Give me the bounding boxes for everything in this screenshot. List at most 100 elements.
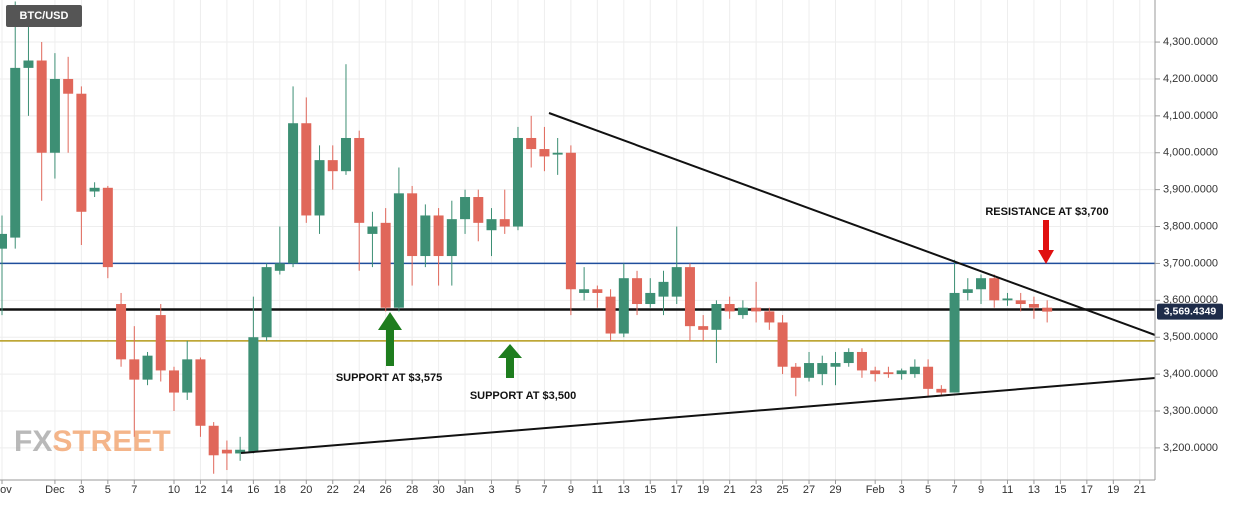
x-tick-label: 23	[750, 484, 762, 496]
x-tick-label: 26	[380, 484, 392, 496]
candle-body	[512, 137, 523, 227]
resistance-arrow	[1038, 220, 1054, 264]
x-tick-label: 14	[221, 484, 233, 496]
x-tick-label: Nov	[0, 484, 12, 496]
candle-body	[552, 152, 563, 155]
candle-body	[248, 337, 259, 452]
candle-body	[592, 289, 603, 293]
candle-body	[632, 278, 643, 305]
candle-body	[671, 267, 682, 297]
x-tick-label: 15	[644, 484, 656, 496]
candle-body	[182, 359, 193, 393]
candle-body	[724, 304, 735, 312]
candle-body	[962, 289, 973, 293]
candle-body	[843, 351, 854, 364]
candle-body	[63, 78, 74, 94]
candle-body	[433, 215, 444, 257]
support-arrow	[498, 344, 522, 378]
candle-body	[23, 60, 34, 68]
candle-body	[168, 370, 179, 393]
candle-body	[870, 370, 881, 375]
candle-body	[1042, 307, 1053, 312]
candle-body	[579, 289, 590, 293]
candle-body	[460, 197, 471, 220]
x-tick-label: 11	[1002, 484, 1013, 496]
candle-body	[777, 322, 788, 367]
candle-body	[36, 60, 47, 153]
chart-title: BTC/USD	[20, 10, 69, 22]
candle-body	[1028, 304, 1039, 308]
y-tick-label: 4,100.0000	[1163, 110, 1218, 122]
candles	[0, 1, 1053, 474]
candle-body	[909, 366, 920, 375]
y-tick-label: 4,200.0000	[1163, 73, 1218, 85]
x-tick-label: 19	[697, 484, 709, 496]
candle-body	[235, 449, 246, 454]
candle-body	[274, 263, 285, 271]
candle-body	[751, 307, 762, 312]
candle-body	[526, 137, 537, 150]
candle-body	[1002, 298, 1013, 301]
x-tick-label: 9	[568, 484, 574, 496]
x-tick-label: 17	[671, 484, 683, 496]
candle-body	[976, 278, 987, 290]
candle-body	[804, 363, 815, 378]
candle-body	[354, 137, 365, 223]
candle-body	[830, 363, 841, 367]
annotation: SUPPORT AT $3,500	[470, 390, 576, 402]
candle-body	[327, 160, 338, 172]
x-tick-label: Feb	[866, 484, 885, 496]
x-tick-label: 3	[488, 484, 494, 496]
candle-body	[698, 326, 709, 330]
ascending-trendline	[240, 377, 1156, 454]
x-tick-label: 7	[131, 484, 137, 496]
candle-body	[407, 193, 418, 257]
title-box	[6, 5, 82, 27]
watermark-part: FX	[14, 425, 52, 458]
candle-body	[301, 123, 312, 216]
x-tick-label: 29	[829, 484, 841, 496]
candle-body	[76, 93, 87, 212]
candle-body	[949, 292, 960, 393]
x-tick-label: 7	[951, 484, 957, 496]
x-tick-label: 30	[432, 484, 444, 496]
axes: 3,200.0000 3,300.0000 3,400.0000 3,500.0000…	[0, 0, 1223, 496]
x-tick-label: 10	[168, 484, 180, 496]
x-tick-label: 20	[300, 484, 312, 496]
descending-trendline	[548, 112, 1156, 336]
candle-body	[142, 355, 153, 380]
candle-body	[49, 78, 60, 153]
candle-body	[711, 304, 722, 330]
x-tick-label: 15	[1054, 484, 1066, 496]
candle-body	[499, 219, 510, 227]
x-tick-label: 11	[592, 484, 603, 496]
x-tick-label: 27	[803, 484, 815, 496]
x-tick-label: 12	[194, 484, 206, 496]
candle-body	[605, 296, 616, 334]
candle-body	[288, 123, 299, 264]
candle-body	[883, 372, 894, 375]
y-tick-label: 3,700.0000	[1163, 257, 1218, 269]
x-tick-label: 13	[618, 484, 630, 496]
x-tick-label: 17	[1081, 484, 1093, 496]
candle-body	[936, 388, 947, 393]
candle-body	[129, 359, 140, 380]
annotation: SUPPORT AT $3,575	[336, 372, 442, 384]
y-tick-label: 4,300.0000	[1163, 36, 1218, 48]
candle-body	[565, 152, 576, 290]
x-tick-label: 18	[274, 484, 286, 496]
y-tick-label: 3,900.0000	[1163, 184, 1218, 196]
x-tick-label: 25	[776, 484, 788, 496]
x-tick-label: 9	[978, 484, 984, 496]
candle-body	[1015, 300, 1026, 305]
x-tick-label: 24	[353, 484, 365, 496]
x-tick-label: 22	[327, 484, 339, 496]
candle-body	[340, 137, 351, 172]
candle-body	[989, 278, 1000, 301]
watermark-part: STREET	[52, 425, 170, 458]
candle-body	[486, 219, 497, 231]
candle-body	[684, 267, 695, 327]
candle-body	[195, 359, 206, 426]
